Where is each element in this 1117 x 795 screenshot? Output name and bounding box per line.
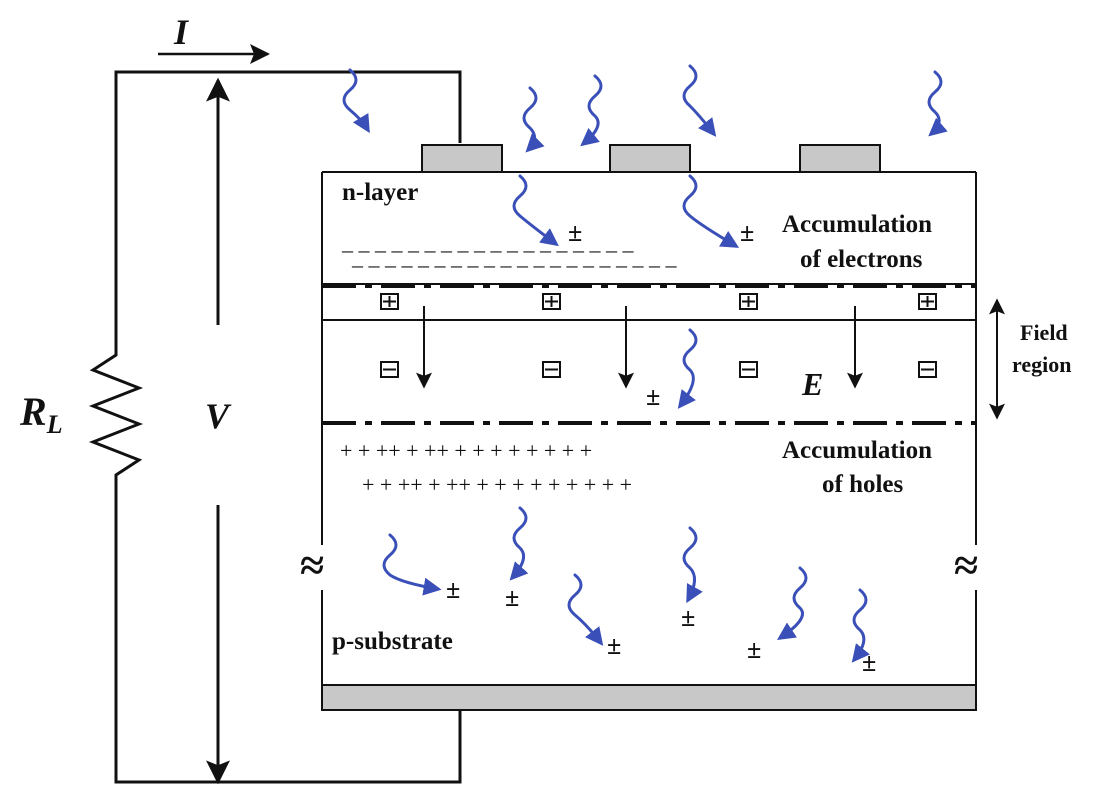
photon-arrow xyxy=(682,64,717,137)
photon-arrow xyxy=(927,70,948,137)
photon-arrow xyxy=(777,566,808,640)
break-symbol: ≈ xyxy=(954,541,978,590)
resistor-label: RL xyxy=(19,389,63,439)
positive-ions xyxy=(380,293,937,310)
top-contacts xyxy=(421,144,881,173)
positive-ion xyxy=(542,293,561,310)
negative-ion xyxy=(380,361,399,378)
top-contact xyxy=(799,144,881,173)
positive-ion xyxy=(918,293,937,310)
photons xyxy=(342,64,948,663)
field-region-label-2: region xyxy=(1012,352,1071,377)
electron-hole-pair: ± xyxy=(681,603,695,632)
bottom-contact xyxy=(321,684,977,711)
photon-arrow xyxy=(580,74,603,147)
negative-ions xyxy=(380,361,937,378)
electron-hole-pair: ± xyxy=(747,635,761,664)
negative-ion xyxy=(739,361,758,378)
break-symbol: ≈ xyxy=(300,541,324,590)
photon-arrow xyxy=(682,526,703,604)
negative-ion xyxy=(918,361,937,378)
circuit-wires xyxy=(114,70,462,784)
photon-arrow xyxy=(382,533,442,596)
electron-hole-pair: ± xyxy=(740,218,754,247)
voltage-label: V xyxy=(205,396,232,436)
electron-accumulation-label-1: Accumulation xyxy=(782,211,932,238)
photon-arrow xyxy=(342,68,370,134)
photon-arrow xyxy=(512,174,559,247)
load-resistor xyxy=(88,330,144,495)
photon-arrow xyxy=(509,506,529,581)
electron-hole-pair: ± xyxy=(505,583,519,612)
electron-hole-pair: ± xyxy=(607,631,621,660)
hole-accumulation-label-1: Accumulation xyxy=(782,437,932,464)
electron-row: – – – – – – – – – – – – – – – – – – xyxy=(341,237,635,262)
current-label: I xyxy=(173,12,190,52)
electron-hole-pair: ± xyxy=(646,382,660,411)
depletion-boundaries xyxy=(322,284,976,425)
hole-accumulation-label-2: of holes xyxy=(822,471,904,498)
electron-hole-pair: ± xyxy=(446,575,460,604)
negative-ion xyxy=(542,361,561,378)
photon-arrow xyxy=(682,174,740,248)
electron-hole-pair: ± xyxy=(862,648,876,677)
electron-hole-pair: ± xyxy=(568,218,582,247)
p-substrate-label: p-substrate xyxy=(332,628,453,655)
n-layer-label: n-layer xyxy=(342,179,418,206)
positive-ion xyxy=(739,293,758,310)
electron-hole-pairs: ± ± ± ± ± ± ± ± ± xyxy=(446,218,876,677)
photon-arrow xyxy=(522,86,545,153)
field-arrows xyxy=(416,306,863,389)
electric-field-label: E xyxy=(801,366,823,402)
photon-arrow xyxy=(567,573,604,646)
electron-row: – – – – – – – – – – – – – – – – – – – – xyxy=(351,252,678,277)
hole-row: + + ++ + ++ + + + + + + + + xyxy=(340,438,592,463)
field-region-label-1: Field xyxy=(1020,320,1068,345)
positive-ion xyxy=(380,293,399,310)
top-contact xyxy=(421,144,503,173)
top-contact xyxy=(609,144,691,173)
electron-accumulation-label-2: of electrons xyxy=(800,246,923,273)
photon-arrow xyxy=(851,588,871,663)
hole-row: + + ++ + ++ + + + + + + + + + xyxy=(362,472,632,497)
photon-arrow xyxy=(677,328,698,409)
